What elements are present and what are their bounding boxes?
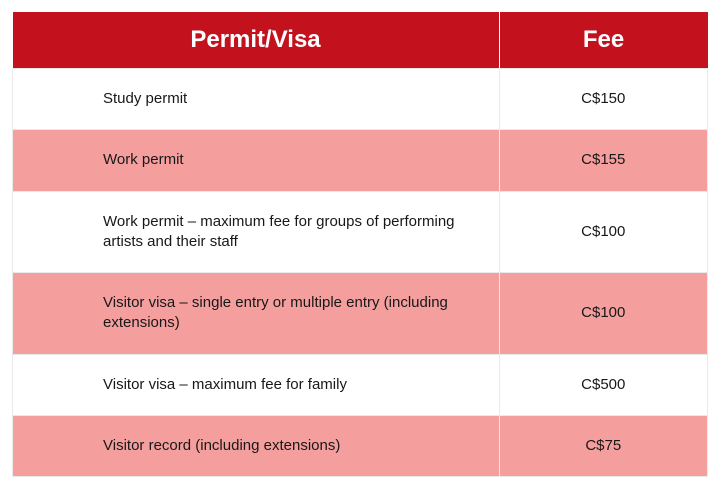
fee-cell: C$100 (499, 191, 708, 273)
table-row: Work permit C$155 (13, 130, 708, 191)
table-header-row: Permit/Visa Fee (13, 12, 708, 69)
permit-cell: Work permit – maximum fee for groups of … (13, 191, 500, 273)
table-row: Study permit C$150 (13, 69, 708, 130)
permit-fee-table: Permit/Visa Fee Study permit C$150 Work … (12, 12, 708, 477)
fee-cell: C$500 (499, 354, 708, 415)
table-row: Visitor visa – single entry or multiple … (13, 273, 708, 355)
fee-cell: C$75 (499, 415, 708, 476)
table-row: Visitor record (including extensions) C$… (13, 415, 708, 476)
col-header-fee: Fee (499, 12, 708, 69)
permit-cell: Study permit (13, 69, 500, 130)
fee-cell: C$150 (499, 69, 708, 130)
table-row: Visitor visa – maximum fee for family C$… (13, 354, 708, 415)
fee-cell: C$100 (499, 273, 708, 355)
permit-cell: Visitor record (including extensions) (13, 415, 500, 476)
permit-cell: Work permit (13, 130, 500, 191)
permit-cell: Visitor visa – single entry or multiple … (13, 273, 500, 355)
table-row: Work permit – maximum fee for groups of … (13, 191, 708, 273)
permit-cell: Visitor visa – maximum fee for family (13, 354, 500, 415)
col-header-permit: Permit/Visa (13, 12, 500, 69)
fee-cell: C$155 (499, 130, 708, 191)
